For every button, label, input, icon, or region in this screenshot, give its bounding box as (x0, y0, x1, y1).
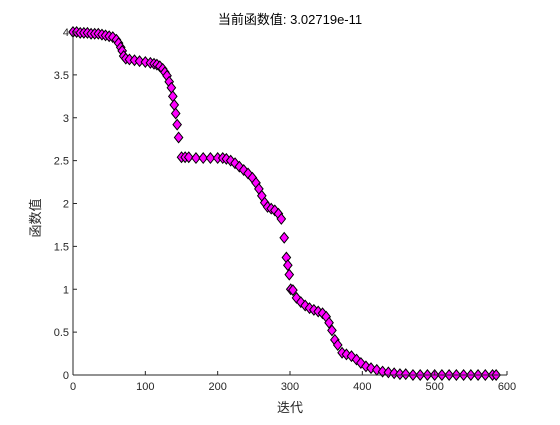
y-tick-label: 1.5 (54, 241, 69, 253)
y-axis-ticks: 0 0.5 1 1.5 2 2.5 3 3.5 4 (54, 27, 77, 382)
y-axis-label: 函数值 (28, 198, 44, 237)
y-tick-label: 2.5 (54, 156, 69, 168)
x-tick-label: 300 (281, 381, 299, 393)
y-tick-label: 3 (63, 113, 69, 125)
data-point (332, 338, 343, 351)
data-point (170, 107, 181, 120)
data-point (288, 284, 298, 297)
x-tick-label: 200 (208, 381, 226, 393)
x-axis-ticks: 0 100 200 300 400 500 600 (70, 371, 516, 393)
y-tick-label: 1 (63, 284, 69, 296)
data-markers (68, 26, 501, 381)
data-point (134, 55, 145, 68)
x-tick-label: 500 (425, 381, 443, 393)
chart-title: 当前函数值: 3.02719e-11 (218, 12, 362, 27)
y-tick-label: 0 (63, 370, 69, 382)
y-tick-label: 3.5 (54, 70, 69, 82)
data-point (173, 131, 184, 144)
data-point (183, 151, 194, 164)
x-tick-label: 400 (353, 381, 371, 393)
x-tick-label: 100 (136, 381, 154, 393)
data-point (198, 152, 209, 165)
data-point (324, 316, 334, 329)
plot-background (73, 32, 507, 375)
x-tick-label: 0 (70, 381, 76, 393)
y-tick-label: 0.5 (54, 327, 69, 339)
data-point (234, 160, 245, 173)
x-axis-label: 迭代 (277, 401, 303, 416)
data-point (279, 231, 290, 244)
data-point (276, 212, 287, 225)
data-point (327, 324, 337, 337)
data-point (282, 259, 293, 272)
x-tick-label: 600 (498, 381, 516, 393)
data-point (225, 154, 236, 167)
data-point (284, 268, 295, 281)
y-tick-label: 2 (63, 199, 69, 211)
data-point (400, 368, 411, 381)
data-point (389, 367, 400, 380)
data-point (191, 152, 201, 165)
y-tick-label: 4 (63, 27, 69, 39)
data-point (172, 118, 183, 131)
plot-area (73, 32, 507, 375)
data-point (238, 164, 249, 177)
data-point (377, 365, 388, 378)
data-point (205, 152, 216, 165)
